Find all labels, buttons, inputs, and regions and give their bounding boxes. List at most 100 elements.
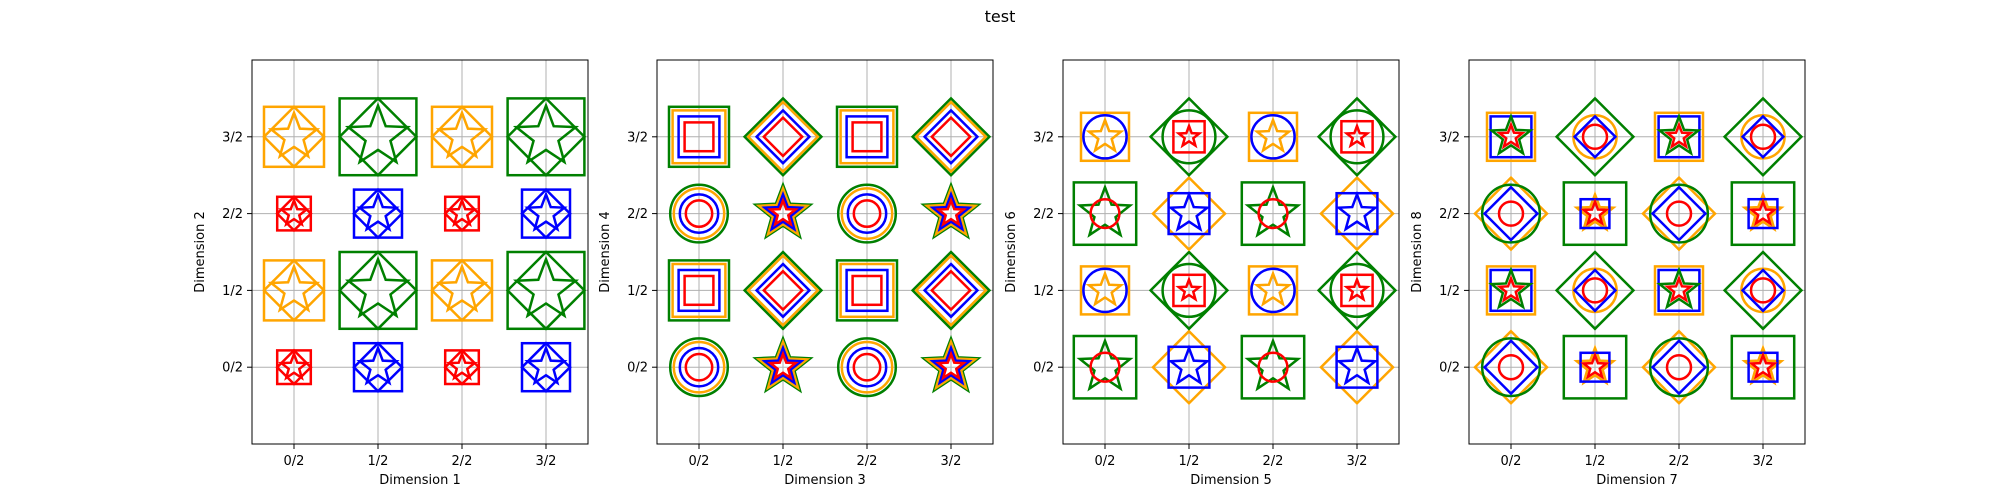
y-tick-label: 3/2	[222, 130, 243, 145]
diamond-mark	[337, 96, 419, 177]
square-mark	[851, 121, 883, 153]
diamond-mark	[275, 195, 313, 233]
glyph-marker	[1148, 96, 1230, 177]
circle-mark	[840, 340, 894, 394]
glyph-marker	[1072, 181, 1138, 247]
y-tick-label: 2/2	[1033, 207, 1054, 222]
square-mark	[1562, 334, 1628, 400]
star-mark	[923, 338, 979, 391]
square-mark	[667, 105, 731, 169]
diamond-mark	[1319, 175, 1395, 252]
circle-mark	[1581, 277, 1609, 304]
star-mark	[344, 102, 412, 165]
circle-mark	[836, 183, 898, 244]
glyph-marker	[668, 337, 730, 398]
diamond-mark	[1722, 250, 1804, 331]
x-tick-label: 2/2	[857, 454, 878, 469]
star-mark	[1496, 121, 1526, 150]
glyph-marker	[505, 250, 587, 331]
star-mark	[929, 344, 973, 386]
square-mark	[1172, 119, 1206, 154]
diamond-mark	[352, 187, 404, 240]
circle-mark	[1749, 277, 1777, 304]
y-tick-label: 3/2	[1439, 130, 1460, 145]
glyph-marker	[1247, 111, 1299, 163]
diamond-mark	[1316, 96, 1398, 177]
circle-mark	[1082, 267, 1128, 314]
diamond-mark	[1641, 329, 1717, 405]
glyph-marker	[1554, 96, 1636, 177]
star-mark	[767, 350, 799, 381]
glyph-marker	[352, 187, 404, 240]
x-tick-label: 1/2	[368, 454, 389, 469]
glyph-marker	[337, 96, 419, 177]
x-tick-label: 0/2	[1095, 454, 1116, 469]
circle-mark	[1089, 351, 1121, 383]
axes-frame	[1062, 59, 1400, 445]
circle-mark	[846, 346, 888, 388]
star-mark	[755, 338, 811, 391]
y-tick-label: 0/2	[1439, 361, 1460, 376]
star-mark	[1580, 198, 1610, 227]
square-mark	[851, 274, 883, 307]
circle-mark	[1665, 353, 1693, 381]
star-mark	[761, 190, 805, 233]
square-mark	[677, 268, 721, 313]
circle-mark	[1329, 262, 1385, 319]
square-mark	[1072, 334, 1138, 400]
square-mark	[683, 274, 715, 307]
star-mark	[512, 255, 580, 319]
x-axis-label: Dimension 1	[379, 473, 461, 488]
glyph-marker	[1641, 175, 1717, 252]
star-mark	[1580, 351, 1610, 380]
star-mark	[267, 262, 321, 313]
star-mark	[1253, 270, 1293, 307]
glyph-marker	[1653, 111, 1705, 163]
star-mark	[1343, 276, 1371, 303]
star-mark	[1335, 190, 1379, 233]
diamond-mark	[1554, 250, 1636, 331]
diamond-mark	[443, 195, 481, 233]
square-mark	[1485, 111, 1537, 163]
glyph-marker	[337, 250, 419, 331]
star-mark	[1656, 112, 1702, 157]
glyph-marker	[443, 348, 481, 386]
x-tick-label: 3/2	[1347, 454, 1368, 469]
circle-mark	[840, 187, 894, 241]
glyph-marker	[443, 195, 481, 233]
circle-mark	[678, 346, 720, 388]
diamond-mark	[1650, 185, 1708, 242]
glyph-marker	[752, 334, 814, 394]
star-mark	[752, 181, 814, 240]
diamond-mark	[762, 269, 804, 312]
star-mark	[1488, 112, 1534, 157]
diamond-mark	[430, 105, 494, 169]
circle-mark	[836, 337, 898, 398]
y-axis-label: Dimension 2	[193, 211, 208, 293]
x-tick-label: 0/2	[1501, 454, 1522, 469]
glyph-marker	[920, 334, 982, 394]
star-mark	[524, 344, 568, 386]
glyph-marker	[352, 341, 404, 393]
y-axis-label: Dimension 6	[1004, 211, 1019, 293]
glyph-marker	[1641, 329, 1717, 405]
star-mark	[1335, 344, 1379, 386]
diamond-mark	[1473, 175, 1549, 252]
glyph-marker	[1554, 250, 1636, 331]
diamond-mark	[1148, 96, 1230, 177]
axes-frame	[251, 59, 589, 445]
square-mark	[671, 262, 727, 319]
square-mark	[839, 262, 895, 319]
diamond-mark	[742, 250, 824, 331]
glyph-marker	[1319, 175, 1395, 252]
square-mark	[1562, 181, 1628, 247]
square-mark	[1485, 265, 1537, 316]
square-mark	[683, 121, 715, 153]
y-tick-label: 2/2	[222, 207, 243, 222]
diamond-mark	[1319, 329, 1395, 405]
circle-mark	[672, 340, 726, 394]
circle-mark	[846, 193, 888, 235]
diamond-mark	[930, 269, 972, 312]
star-mark	[1656, 266, 1702, 310]
glyph-marker	[1079, 265, 1131, 316]
